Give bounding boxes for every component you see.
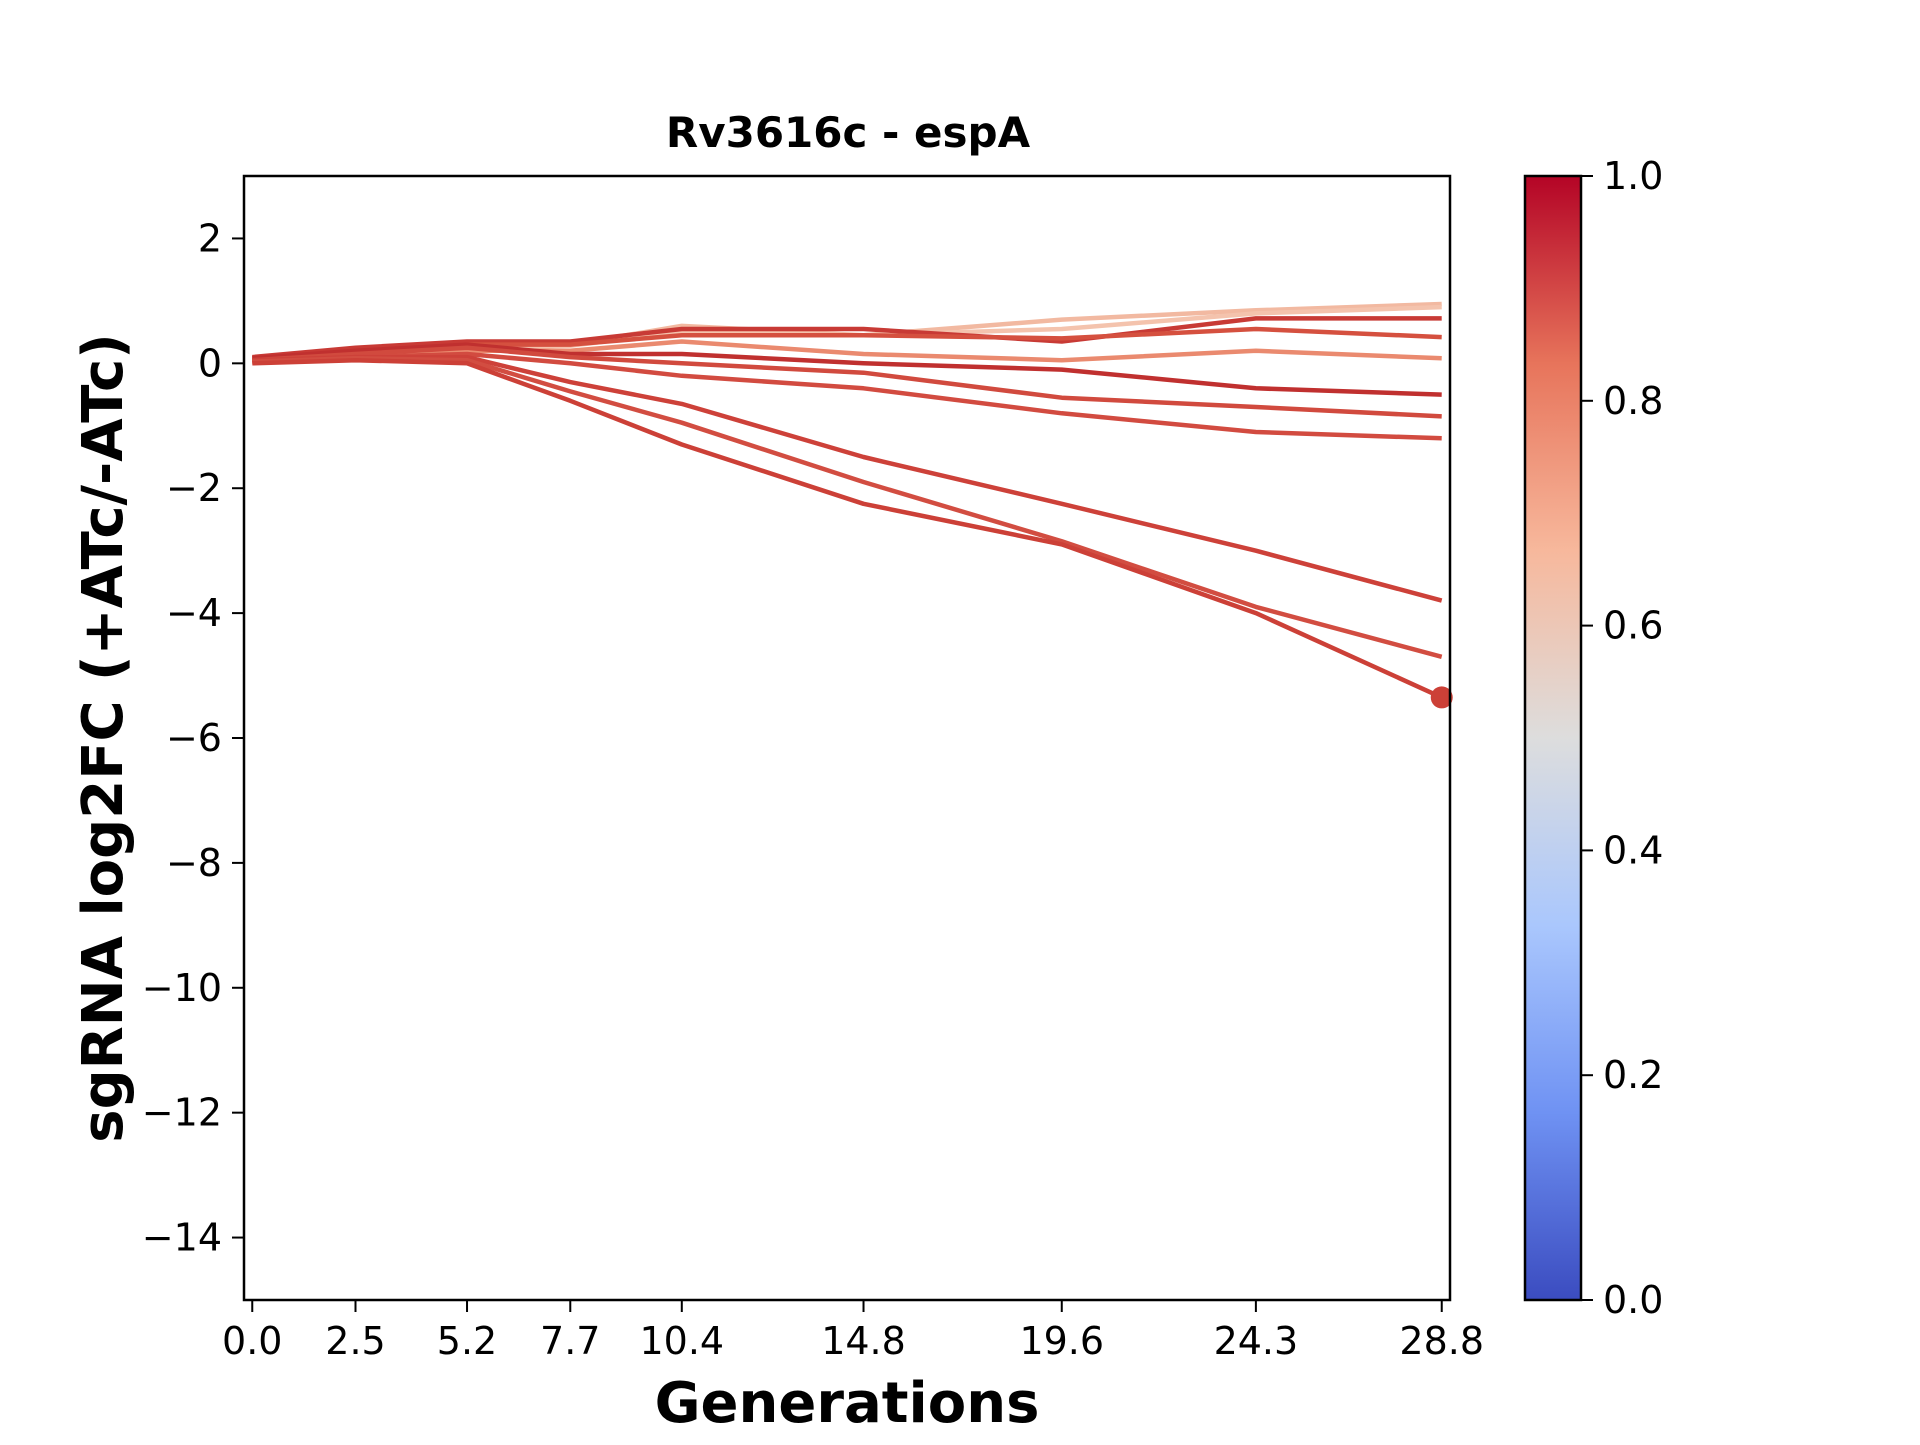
x-tick-label: 0.0 xyxy=(222,1319,282,1363)
colorbar-tick-label: 1.0 xyxy=(1603,154,1663,198)
y-tick-label: −10 xyxy=(142,966,222,1010)
colorbar-tick-label: 0.2 xyxy=(1603,1053,1663,1097)
colorbar-tick-label: 0.0 xyxy=(1603,1278,1663,1322)
series-end-marker xyxy=(1430,686,1453,709)
x-tick-label: 28.8 xyxy=(1399,1319,1484,1363)
y-tick-label: 2 xyxy=(198,216,222,260)
x-axis-label: Generations xyxy=(655,1371,1040,1436)
y-tick-label: −2 xyxy=(166,466,222,510)
series-line-6 xyxy=(252,342,1442,397)
series-line-10 xyxy=(252,356,1443,659)
colorbar xyxy=(1523,174,1583,1302)
series-line-7 xyxy=(252,345,1442,419)
colorbar-tick-label: 0.6 xyxy=(1603,604,1663,648)
x-tick-label: 5.2 xyxy=(437,1319,497,1363)
y-axis: 2 0 −2 −4 −6 −8 −10 −12 −14 xyxy=(142,216,244,1260)
x-tick-label: 14.8 xyxy=(821,1319,906,1363)
chart-title: Rv3616c - espA xyxy=(666,108,1031,157)
series-line-11 xyxy=(252,357,1443,700)
series-line-3 xyxy=(252,316,1442,360)
colorbar-axis: 0.0 0.2 0.4 0.6 0.8 1.0 xyxy=(1581,154,1663,1322)
x-tick-label: 2.5 xyxy=(325,1319,385,1363)
plot-series-group xyxy=(252,301,1453,709)
x-tick-label: 24.3 xyxy=(1214,1319,1299,1363)
y-axis-label: sgRNA log2FC (+ATc/-ATc) xyxy=(71,333,136,1143)
x-tick-label: 10.4 xyxy=(639,1319,724,1363)
x-axis: 0.0 2.5 5.2 7.7 10.4 14.8 19.6 24.3 28.8 xyxy=(222,1300,1484,1363)
series-line-8 xyxy=(252,351,1442,441)
colorbar-tick-label: 0.8 xyxy=(1603,379,1663,423)
y-tick-label: 0 xyxy=(198,341,222,385)
y-tick-label: −14 xyxy=(142,1216,222,1260)
y-tick-label: −8 xyxy=(166,841,222,885)
x-tick-label: 7.7 xyxy=(540,1319,600,1363)
colorbar-tick-label: 0.4 xyxy=(1603,828,1663,872)
y-tick-label: −12 xyxy=(142,1091,222,1135)
y-tick-label: −4 xyxy=(166,591,222,635)
y-tick-label: −6 xyxy=(166,716,222,760)
x-tick-label: 19.6 xyxy=(1019,1319,1104,1363)
